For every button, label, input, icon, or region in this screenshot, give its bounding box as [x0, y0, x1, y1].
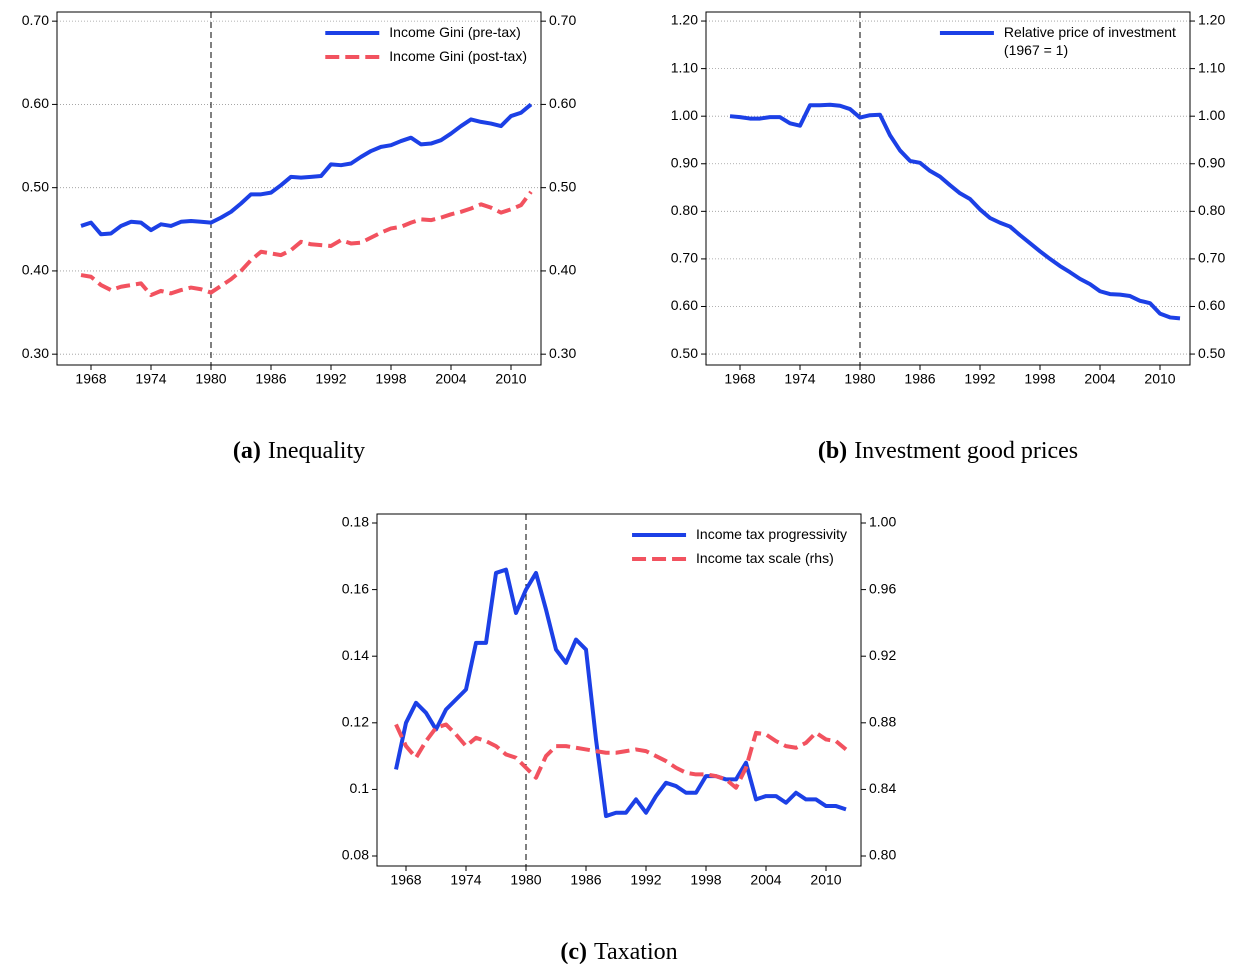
legend-label: Income tax progressivity — [696, 526, 847, 542]
y-tick-label-right: 1.10 — [1198, 59, 1225, 75]
y-tick-label: 0.80 — [671, 202, 698, 218]
plot-frame — [56, 11, 542, 366]
y2-tick-label: 0.96 — [869, 580, 896, 596]
chart: 0.50 0.50 0.60 0.60 0.70 0.70 0.80 0.80 0.90 0.90… — [671, 11, 1225, 464]
legend-label: Income Gini (post-tax) — [389, 48, 527, 64]
x-tick-label: 1998 — [375, 371, 406, 387]
x-tick-label: 2004 — [435, 371, 466, 387]
x-tick-label: 1980 — [195, 371, 226, 387]
y-tick-label-right: 0.30 — [549, 345, 576, 361]
caption-text: Taxation — [594, 939, 678, 964]
y-tick-label-right: 0.60 — [549, 95, 576, 111]
y-tick-label: 0.70 — [22, 12, 49, 28]
x-tick-label: 1974 — [784, 371, 815, 387]
x-tick-label: 1998 — [690, 872, 721, 888]
plot-frame — [376, 513, 862, 867]
x-tick-label: 1992 — [630, 872, 661, 888]
y-tick-label: 0.50 — [671, 345, 698, 361]
x-tick-label: 1968 — [75, 371, 106, 387]
legend: Income tax progressivity Income tax scale… — [632, 526, 847, 566]
x-tick-label: 1980 — [844, 371, 875, 387]
y-tick-label: 0.40 — [22, 262, 49, 278]
legend-text: Income tax scale (rhs) — [696, 550, 834, 566]
x-tick-label: 2010 — [495, 371, 526, 387]
caption: (b) Investment good prices — [818, 438, 1078, 464]
legend-text: (1967 = 1) — [1004, 42, 1068, 58]
series-line — [80, 190, 533, 298]
legend-text: Income tax progressivity — [696, 526, 847, 542]
x-tick-label: 1992 — [315, 371, 346, 387]
caption-text: Investment good prices — [854, 438, 1078, 464]
x-tick-label: 1974 — [450, 872, 481, 888]
caption-label: (b) — [818, 438, 847, 464]
caption-label: (a) — [233, 438, 261, 464]
y-tick-label: 0.16 — [342, 580, 369, 596]
y-tick-label: 0.50 — [22, 178, 49, 194]
y-tick-label: 0.90 — [671, 154, 698, 170]
x-tick-label: 1980 — [510, 872, 541, 888]
chart: 0.30 0.30 0.40 0.40 0.50 0.50 0.60 0.60 0.70 0.70… — [22, 11, 576, 464]
y-tick-label-right: 0.40 — [549, 262, 576, 278]
x-tick-label: 1986 — [570, 872, 601, 888]
y-tick-label: 1.10 — [671, 59, 698, 75]
legend-text: Income Gini (pre-tax) — [389, 24, 520, 40]
x-tick-label: 1986 — [255, 371, 286, 387]
y-tick-label: 1.00 — [671, 107, 698, 123]
y-tick-label: 0.08 — [342, 847, 369, 863]
y-tick-label-right: 0.60 — [1198, 297, 1225, 313]
x-tick-label: 2010 — [1144, 371, 1175, 387]
y-tick-label-right: 0.50 — [1198, 345, 1225, 361]
y2-tick-label: 1.00 — [869, 514, 896, 530]
y-tick-label: 1.20 — [671, 12, 698, 28]
y-tick-label: 0.18 — [342, 514, 369, 530]
y2-tick-label: 0.88 — [869, 714, 896, 730]
y-tick-label-right: 0.70 — [549, 12, 576, 28]
x-tick-label: 2004 — [750, 872, 781, 888]
y-tick-label-right: 0.80 — [1198, 202, 1225, 218]
y-tick-label: 0.60 — [671, 297, 698, 313]
y-tick-label: 0.1 — [350, 780, 370, 796]
caption: (a) Inequality — [233, 438, 365, 464]
x-tick-label: 1974 — [135, 371, 166, 387]
caption-text: Inequality — [268, 438, 365, 464]
legend-label: Income Gini (pre-tax) — [389, 24, 520, 40]
legend: Income Gini (pre-tax) Income Gini (post-t… — [325, 24, 527, 64]
x-tick-label: 1992 — [964, 371, 995, 387]
series-line — [394, 567, 847, 819]
caption-label: (c) — [560, 939, 587, 964]
legend-label: Relative price of investment (1967 = 1) — [1004, 24, 1176, 58]
plot-frame — [705, 11, 1191, 366]
y-tick-label: 0.70 — [671, 250, 698, 266]
x-tick-label: 1986 — [904, 371, 935, 387]
y-tick-label-right: 1.20 — [1198, 12, 1225, 28]
x-tick-label: 2004 — [1084, 371, 1115, 387]
y-tick-label-right: 1.00 — [1198, 107, 1225, 123]
y2-tick-label: 0.80 — [869, 847, 896, 863]
y-tick-label: 0.12 — [342, 714, 369, 730]
caption: (c) Taxation — [560, 939, 677, 964]
y-tick-label-right: 0.90 — [1198, 154, 1225, 170]
chart: 0.08 0.1 0.12 0.14 0.16 0.18 0.80 0.84 0.88 0.92 0… — [342, 513, 896, 964]
y2-tick-label: 0.84 — [869, 780, 896, 796]
x-tick-label: 1968 — [724, 371, 755, 387]
x-tick-label: 1968 — [390, 872, 421, 888]
x-tick-label: 2010 — [810, 872, 841, 888]
y2-tick-label: 0.92 — [869, 647, 896, 663]
legend-text: Income Gini (post-tax) — [389, 48, 527, 64]
y-tick-label: 0.30 — [22, 345, 49, 361]
series-line — [80, 102, 533, 237]
x-tick-label: 1998 — [1024, 371, 1055, 387]
legend: Relative price of investment (1967 = 1) — [939, 24, 1176, 58]
series-line — [394, 722, 848, 790]
y-tick-label: 0.60 — [22, 95, 49, 111]
legend-text: Relative price of investment — [1004, 24, 1176, 40]
y-tick-label: 0.14 — [342, 647, 369, 663]
y-tick-label-right: 0.70 — [1198, 250, 1225, 266]
legend-label: Income tax scale (rhs) — [696, 550, 834, 566]
y-tick-label-right: 0.50 — [549, 178, 576, 194]
series-line — [729, 102, 1181, 321]
